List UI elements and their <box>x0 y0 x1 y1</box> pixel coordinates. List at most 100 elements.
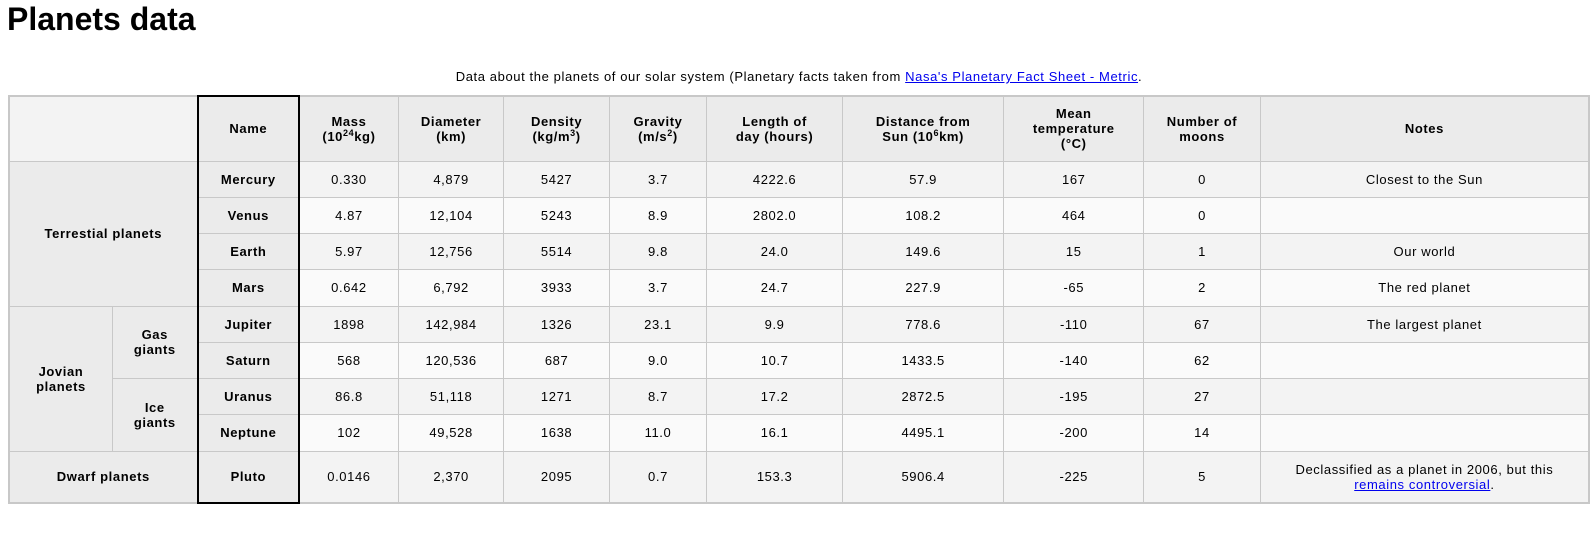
cell-density: 1271 <box>503 378 610 416</box>
cell-diameter: 49,528 <box>397 414 505 452</box>
cell-diameter: 120,536 <box>397 341 505 380</box>
header-gravity: Gravity (m/s2) <box>608 95 708 162</box>
corner-cell <box>8 95 199 162</box>
cell-distance: 108.2 <box>842 196 1005 235</box>
cell-mass: 0.642 <box>298 269 399 307</box>
cell-notes <box>1259 378 1590 416</box>
cell-notes <box>1259 341 1590 380</box>
cell-diameter: 12,104 <box>397 196 505 235</box>
cell-moons: 1 <box>1143 233 1261 271</box>
cell-distance: 227.9 <box>842 269 1005 307</box>
cell-day-length: 10.7 <box>706 341 844 380</box>
cell-gravity: 3.7 <box>608 269 708 307</box>
cell-day-length: 2802.0 <box>706 196 844 235</box>
planet-name: Pluto <box>196 450 301 504</box>
cell-gravity: 8.7 <box>608 378 708 416</box>
cell-notes: Declassified as a planet in 2006, but th… <box>1259 450 1590 504</box>
cell-day-length: 24.0 <box>706 233 844 271</box>
group-dwarf: Dwarf planets <box>8 450 199 504</box>
cell-notes: Our world <box>1259 233 1590 271</box>
cell-day-length: 24.7 <box>706 269 844 307</box>
header-day-length: Length of day (hours) <box>706 95 844 162</box>
table-row: Earth 5.97 12,756 5514 9.8 24.0 149.6 15… <box>9 233 1590 271</box>
cell-notes: The largest planet <box>1259 305 1590 343</box>
subgroup-ice-giants: Ice giants <box>111 378 199 452</box>
cell-density: 1638 <box>503 414 610 452</box>
cell-mass: 4.87 <box>298 196 399 235</box>
header-name: Name <box>196 95 301 162</box>
group-jovian: Jovian planets <box>8 305 113 452</box>
cell-diameter: 2,370 <box>397 450 505 504</box>
planet-name: Jupiter <box>196 305 301 343</box>
cell-density: 687 <box>503 341 610 380</box>
cell-density: 1326 <box>503 305 610 343</box>
cell-temperature: -195 <box>1003 378 1145 416</box>
header-distance: Distance from Sun (106km) <box>842 95 1005 162</box>
cell-distance: 2872.5 <box>842 378 1005 416</box>
cell-diameter: 6,792 <box>397 269 505 307</box>
planet-name: Mercury <box>196 160 301 198</box>
cell-temperature: -110 <box>1003 305 1145 343</box>
table-row: Mars 0.642 6,792 3933 3.7 24.7 227.9 -65… <box>9 269 1590 307</box>
cell-moons: 0 <box>1143 196 1261 235</box>
table-row: Venus 4.87 12,104 5243 8.9 2802.0 108.2 … <box>9 196 1590 235</box>
cell-density: 5514 <box>503 233 610 271</box>
cell-distance: 57.9 <box>842 160 1005 198</box>
controversy-link[interactable]: remains controversial <box>1354 476 1491 492</box>
cell-day-length: 153.3 <box>706 450 844 504</box>
cell-notes <box>1259 196 1590 235</box>
cell-temperature: -140 <box>1003 341 1145 380</box>
table-caption: Data about the planets of our solar syst… <box>8 68 1590 85</box>
cell-diameter: 142,984 <box>397 305 505 343</box>
cell-moons: 62 <box>1143 341 1261 380</box>
subgroup-gas-giants: Gas giants <box>111 305 199 380</box>
cell-moons: 5 <box>1143 450 1261 504</box>
cell-density: 2095 <box>503 450 610 504</box>
cell-gravity: 9.0 <box>608 341 708 380</box>
cell-notes: Closest to the Sun <box>1259 160 1590 198</box>
cell-density: 3933 <box>503 269 610 307</box>
cell-density: 5427 <box>503 160 610 198</box>
header-notes: Notes <box>1259 95 1590 162</box>
cell-distance: 5906.4 <box>842 450 1005 504</box>
nasa-fact-sheet-link[interactable]: Nasa's Planetary Fact Sheet - Metric <box>905 69 1139 84</box>
cell-temperature: 167 <box>1003 160 1145 198</box>
cell-mass: 86.8 <box>298 378 399 416</box>
page-title: Planets data <box>7 1 196 37</box>
cell-moons: 14 <box>1143 414 1261 452</box>
cell-diameter: 51,118 <box>397 378 505 416</box>
caption-text: Data about the planets of our solar syst… <box>455 69 906 84</box>
cell-density: 5243 <box>503 196 610 235</box>
cell-diameter: 12,756 <box>397 233 505 271</box>
cell-gravity: 23.1 <box>608 305 708 343</box>
table-row: Dwarf planets Pluto 0.0146 2,370 2095 0.… <box>8 450 1590 504</box>
cell-gravity: 8.9 <box>608 196 708 235</box>
cell-notes: The red planet <box>1259 269 1590 307</box>
cell-mass: 102 <box>298 414 399 452</box>
notes-text: Declassified as a planet in 2006, but th… <box>1295 461 1554 477</box>
cell-mass: 1898 <box>298 305 399 343</box>
cell-moons: 27 <box>1143 378 1261 416</box>
table-row: Terrestial planets Mercury 0.330 4,879 5… <box>8 160 1590 307</box>
caption-suffix: . <box>1138 69 1143 84</box>
cell-moons: 2 <box>1143 269 1261 307</box>
cell-distance: 149.6 <box>842 233 1005 271</box>
planet-name: Neptune <box>196 414 301 452</box>
header-row: Name Mass (1024kg) Diameter (km) Density (k… <box>8 95 1590 162</box>
planet-name: Venus <box>196 196 301 235</box>
cell-mass: 5.97 <box>298 233 399 271</box>
table-row: Jovian planets Gas giants Jupiter 1898 142… <box>8 305 1590 452</box>
header-density: Density (kg/m3) <box>503 95 610 162</box>
cell-gravity: 11.0 <box>608 414 708 452</box>
cell-day-length: 17.2 <box>706 378 844 416</box>
cell-temperature: 464 <box>1003 196 1145 235</box>
notes-suffix: . <box>1490 476 1495 492</box>
table-row: Neptune 102 49,528 1638 11.0 16.1 4495.1… <box>9 414 1590 452</box>
table-row: Ice giants Uranus 86.8 51,118 1271 8.7 17… <box>9 378 1590 452</box>
cell-temperature: -65 <box>1003 269 1145 307</box>
cell-mass: 568 <box>298 341 399 380</box>
planet-name: Saturn <box>196 341 301 380</box>
cell-temperature: -200 <box>1003 414 1145 452</box>
header-temperature: Mean temperature (°C) <box>1003 95 1145 162</box>
header-moons: Number of moons <box>1143 95 1261 162</box>
